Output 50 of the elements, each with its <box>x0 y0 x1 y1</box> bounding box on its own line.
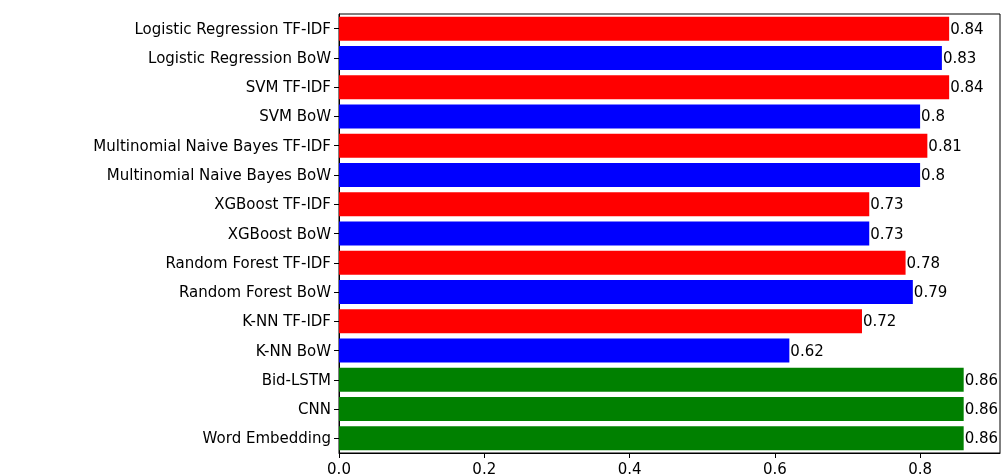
data-label: 0.72 <box>862 312 897 331</box>
data-label: 0.86 <box>964 400 999 419</box>
data-label: 0.86 <box>964 370 999 389</box>
y-tick-label: SVM TF-IDF <box>245 78 331 97</box>
data-label: 0.81 <box>928 136 962 155</box>
x-tick-label: 0.0 <box>327 459 351 476</box>
bar <box>339 426 964 451</box>
data-label: 0.86 <box>964 429 999 448</box>
data-label: 0.78 <box>906 253 940 272</box>
data-label: 0.84 <box>950 78 984 97</box>
data-label: 0.83 <box>942 48 977 67</box>
y-tick-label: K-NN BoW <box>255 341 332 360</box>
y-tick-label: Random Forest BoW <box>179 283 332 302</box>
x-tick-label: 0.8 <box>908 459 933 476</box>
data-label: 0.84 <box>950 19 984 38</box>
y-tick-label: Word Embedding <box>202 429 331 448</box>
data-label: 0.73 <box>870 195 904 214</box>
bar <box>339 133 928 158</box>
data-label: 0.73 <box>870 224 904 243</box>
bar <box>339 75 950 100</box>
data-label: 0.8 <box>921 107 945 126</box>
bar <box>339 280 913 305</box>
bar <box>339 104 921 129</box>
bar <box>339 367 964 392</box>
x-tick-label: 0.6 <box>762 459 787 476</box>
bar <box>339 397 964 422</box>
bar <box>339 162 921 187</box>
x-tick-label: 0.2 <box>472 459 497 476</box>
bar <box>339 221 870 246</box>
y-tick-label: XGBoost BoW <box>227 224 332 243</box>
bar <box>339 250 906 275</box>
bar <box>339 338 790 363</box>
y-tick-label: CNN <box>298 400 331 419</box>
y-tick-label: Random Forest TF-IDF <box>165 253 331 272</box>
x-tick-label: 0.4 <box>617 459 642 476</box>
bar <box>339 45 942 70</box>
y-tick-label: Bid-LSTM <box>261 370 331 389</box>
y-tick-label: K-NN TF-IDF <box>242 312 331 331</box>
data-label: 0.62 <box>790 341 824 360</box>
bar <box>339 16 950 41</box>
y-tick-label: SVM BoW <box>259 107 332 126</box>
y-tick-label: Multinomial Naive Bayes BoW <box>106 165 332 184</box>
bar <box>339 192 870 217</box>
data-label: 0.79 <box>913 283 948 302</box>
y-tick-label: XGBoost TF-IDF <box>214 195 331 214</box>
data-label: 0.8 <box>921 165 945 184</box>
y-tick-label: Logistic Regression TF-IDF <box>134 19 331 38</box>
y-tick-label: Logistic Regression BoW <box>148 48 332 67</box>
y-tick-label: Multinomial Naive Bayes TF-IDF <box>93 136 331 155</box>
bar <box>339 309 862 334</box>
